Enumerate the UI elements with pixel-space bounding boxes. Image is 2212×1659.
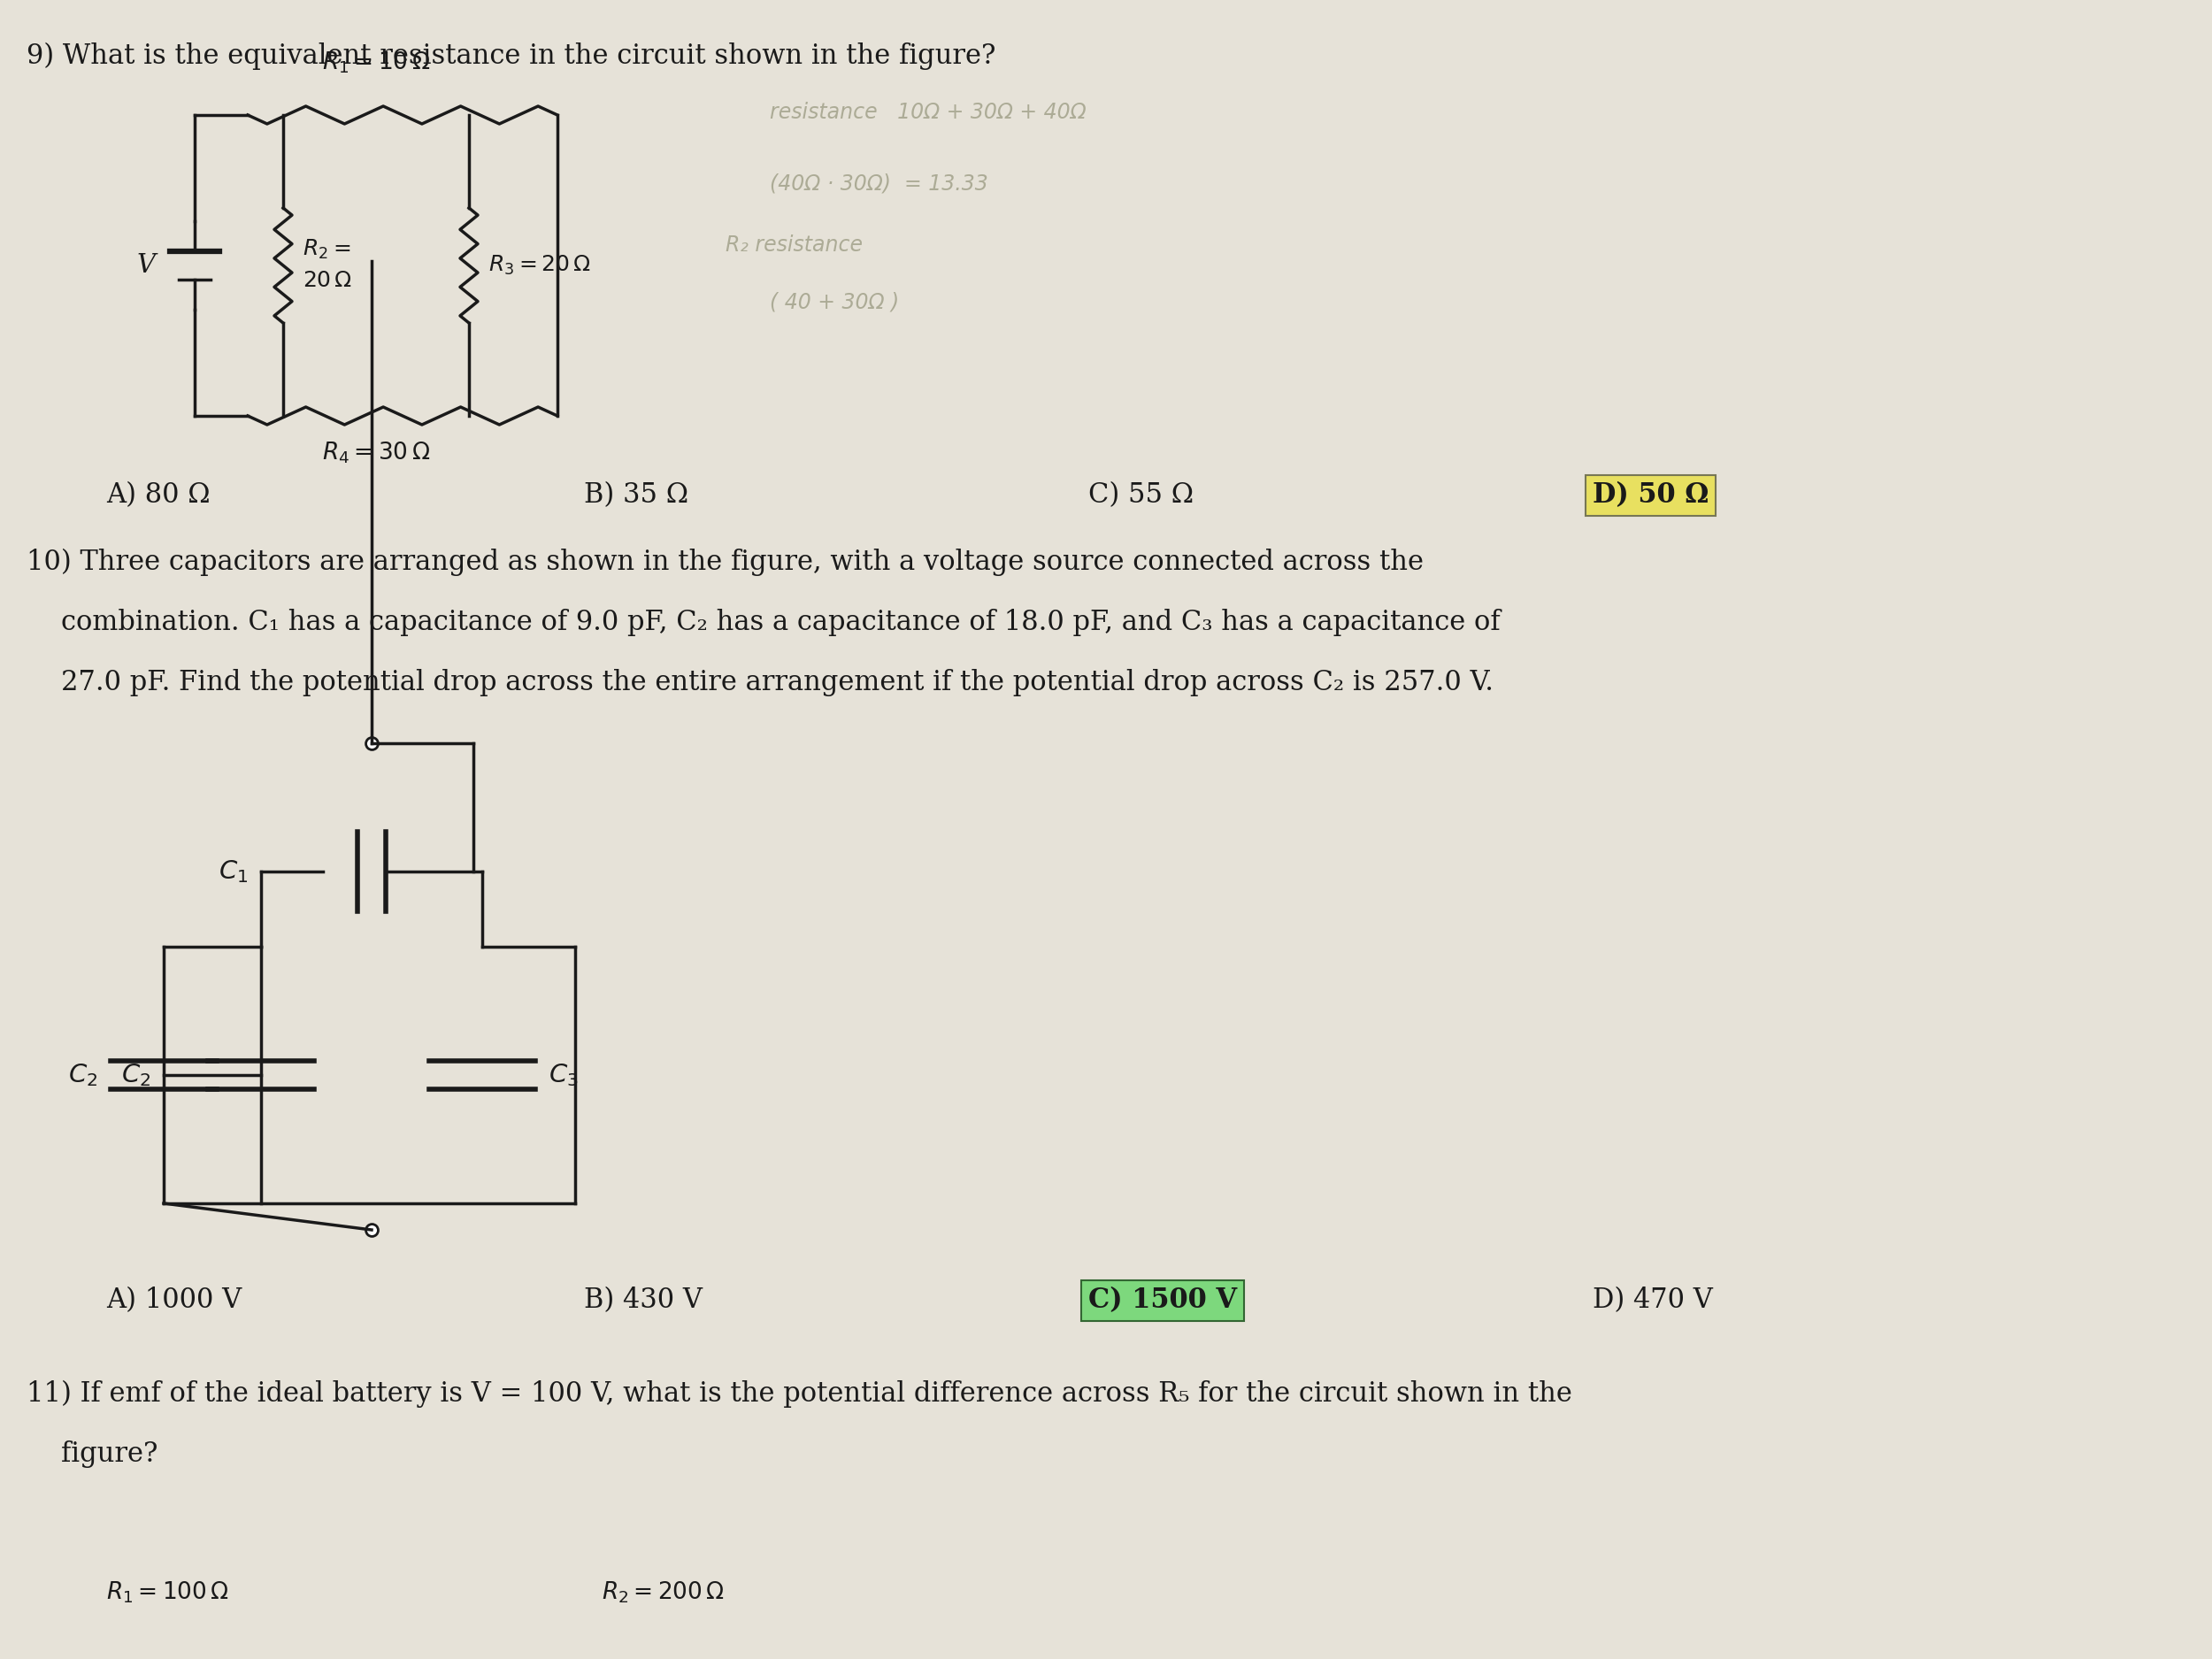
Text: ( 40 + 30Ω ): ( 40 + 30Ω ) — [770, 292, 898, 314]
Text: $C_2$: $C_2$ — [69, 1062, 97, 1088]
Text: combination. C₁ has a capacitance of 9.0 pF, C₂ has a capacitance of 18.0 pF, an: combination. C₁ has a capacitance of 9.0… — [27, 609, 1500, 635]
Text: $R_2 =$: $R_2 =$ — [303, 237, 352, 260]
Text: 10) Three capacitors are arranged as shown in the figure, with a voltage source : 10) Three capacitors are arranged as sho… — [27, 549, 1425, 576]
Text: B) 35 Ω: B) 35 Ω — [584, 481, 688, 509]
Text: resistance   10Ω + 30Ω + 40Ω: resistance 10Ω + 30Ω + 40Ω — [770, 101, 1086, 123]
Text: $C_2$: $C_2$ — [122, 1062, 150, 1088]
Text: 9) What is the equivalent resistance in the circuit shown in the figure?: 9) What is the equivalent resistance in … — [27, 43, 995, 70]
Text: $R_3 = 20\,\Omega$: $R_3 = 20\,\Omega$ — [489, 254, 591, 277]
Text: (40Ω · 30Ω)  = 13.33: (40Ω · 30Ω) = 13.33 — [770, 173, 989, 194]
Text: C) 1500 V: C) 1500 V — [1088, 1287, 1237, 1314]
Text: R₂ resistance: R₂ resistance — [726, 234, 863, 255]
Text: $R_1 = 100\,\Omega$: $R_1 = 100\,\Omega$ — [106, 1579, 230, 1606]
Text: D) 470 V: D) 470 V — [1593, 1287, 1712, 1314]
Text: 27.0 pF. Find the potential drop across the entire arrangement if the potential : 27.0 pF. Find the potential drop across … — [27, 669, 1493, 697]
Text: C) 55 Ω: C) 55 Ω — [1088, 481, 1194, 509]
Text: $R_2 = 200\,\Omega$: $R_2 = 200\,\Omega$ — [602, 1579, 726, 1606]
Text: A) 80 Ω: A) 80 Ω — [106, 481, 210, 509]
Text: $C_1$: $C_1$ — [219, 858, 248, 884]
Text: $20\,\Omega$: $20\,\Omega$ — [303, 270, 352, 292]
Text: B) 430 V: B) 430 V — [584, 1287, 703, 1314]
Text: D) 50 Ω: D) 50 Ω — [1593, 481, 1710, 509]
Text: $R_1 = 10\,\Omega$: $R_1 = 10\,\Omega$ — [323, 50, 429, 75]
Text: A) 1000 V: A) 1000 V — [106, 1287, 241, 1314]
Text: figure?: figure? — [27, 1440, 157, 1468]
Text: $R_4 = 30\,\Omega$: $R_4 = 30\,\Omega$ — [323, 441, 429, 466]
Text: 11) If emf of the ideal battery is V = 100 V, what is the potential difference a: 11) If emf of the ideal battery is V = 1… — [27, 1380, 1573, 1408]
Text: V: V — [137, 254, 155, 277]
Text: $C_3$: $C_3$ — [549, 1062, 577, 1088]
